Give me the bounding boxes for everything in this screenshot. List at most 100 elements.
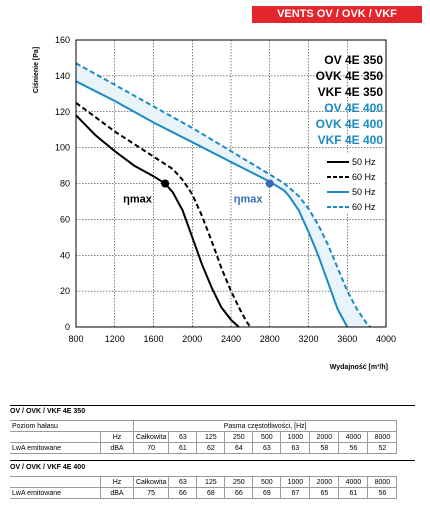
model-label-2: VKF 4E 350 bbox=[318, 85, 384, 99]
y-tick-label: 80 bbox=[60, 179, 70, 189]
value-1000: 63 bbox=[280, 442, 311, 454]
y-tick-label: 160 bbox=[55, 35, 70, 45]
brand-banner: VENTS OV / OVK / VKF bbox=[252, 6, 422, 23]
x-tick-label: 3200 bbox=[298, 334, 318, 344]
y-tick-label: 0 bbox=[65, 322, 70, 332]
freq-4000: 4000 bbox=[338, 431, 369, 443]
unit-label: dBA bbox=[100, 442, 134, 454]
noise-table-350: Poziom hałasu Pasma częstotliwości, [Hz]… bbox=[10, 420, 398, 454]
legend-label-0: 50 Hz bbox=[352, 157, 376, 167]
value-2000: 58 bbox=[309, 442, 340, 454]
x-tick-label: 4000 bbox=[376, 334, 396, 344]
value-63: 61 bbox=[168, 442, 198, 454]
freq-125: 125 bbox=[196, 431, 226, 443]
freq-1000: 1000 bbox=[280, 431, 311, 443]
eta-max-point-1 bbox=[265, 179, 274, 188]
y-tick-label: 60 bbox=[60, 214, 70, 224]
chart-shading bbox=[76, 63, 371, 327]
model-label-5: VKF 4E 400 bbox=[318, 133, 384, 147]
unit-label: dBA bbox=[100, 487, 134, 499]
value-2000: 65 bbox=[309, 487, 340, 499]
freq-63: 63 bbox=[168, 431, 198, 443]
chart-markers: ηmax ηmax bbox=[123, 179, 274, 206]
y-tick-label: 100 bbox=[55, 143, 70, 153]
series-line-1 bbox=[75, 101, 252, 328]
lwa-label: LwA emitowane bbox=[10, 487, 101, 499]
chart-series bbox=[75, 62, 372, 328]
x-tick-label: 1600 bbox=[143, 334, 163, 344]
range-shading bbox=[76, 63, 371, 327]
freq-8000: 8000 bbox=[367, 476, 398, 488]
table-400-title: OV / OVK / VKF 4E 400 bbox=[10, 464, 86, 471]
value-250: 66 bbox=[224, 487, 254, 499]
eta-max-point-0 bbox=[161, 179, 170, 188]
y-tick-label: 140 bbox=[55, 71, 70, 81]
value-125: 62 bbox=[196, 442, 226, 454]
x-tick-label: 800 bbox=[68, 334, 83, 344]
value-8000: 56 bbox=[367, 487, 398, 499]
x-tick-label: 3600 bbox=[337, 334, 357, 344]
freq-250: 250 bbox=[224, 431, 254, 443]
legend-label-3: 60 Hz bbox=[352, 202, 376, 212]
model-label-3: OV 4E 400 bbox=[324, 101, 383, 115]
total-value: 70 bbox=[132, 442, 170, 454]
freq-500: 500 bbox=[252, 476, 282, 488]
x-tick-labels: 800 1200 1600 2000 2400 2800 3200 3600 4000 bbox=[68, 334, 396, 344]
eta-max-label-1: ηmax bbox=[234, 194, 264, 206]
y-tick-label: 40 bbox=[60, 250, 70, 260]
plot-frame bbox=[75, 39, 387, 328]
noise-table-400: Hz Całkowita 63 125 250 500 1000 2000 40… bbox=[10, 476, 398, 499]
freq-125: 125 bbox=[196, 476, 226, 488]
model-labels: OV 4E 350 OVK 4E 350 VKF 4E 350 OV 4E 400 OV… bbox=[316, 53, 384, 147]
x-tick-label: 2800 bbox=[260, 334, 280, 344]
y-tick-label: 120 bbox=[55, 107, 70, 117]
model-label-1: OVK 4E 350 bbox=[316, 69, 384, 83]
series-line-3 bbox=[75, 62, 372, 328]
total-label: Całkowita bbox=[132, 476, 170, 488]
total-value: 75 bbox=[132, 487, 170, 499]
separator bbox=[10, 460, 415, 461]
value-125: 68 bbox=[196, 487, 226, 499]
value-250: 64 bbox=[224, 442, 254, 454]
value-63: 66 bbox=[168, 487, 198, 499]
y-tick-labels: 0 20 40 60 80 100 120 140 160 bbox=[55, 35, 70, 332]
value-8000: 52 bbox=[367, 442, 398, 454]
legend-label-1: 60 Hz bbox=[352, 172, 376, 182]
value-4000: 61 bbox=[338, 487, 369, 499]
series-line-0 bbox=[75, 114, 240, 328]
value-1000: 67 bbox=[280, 487, 311, 499]
model-label-0: OV 4E 350 bbox=[324, 53, 383, 67]
freq-500: 500 bbox=[252, 431, 282, 443]
value-500: 69 bbox=[252, 487, 282, 499]
value-4000: 56 bbox=[338, 442, 369, 454]
y-axis-label: Ciśnienie [Pa] bbox=[33, 47, 40, 93]
x-tick-label: 1200 bbox=[105, 334, 125, 344]
chart-legend: 50 Hz 60 Hz 50 Hz 60 Hz bbox=[320, 154, 384, 214]
freq-2000: 2000 bbox=[309, 476, 340, 488]
separator bbox=[10, 405, 415, 406]
freq-1000: 1000 bbox=[280, 476, 311, 488]
series-line-2 bbox=[75, 80, 349, 328]
x-tick-label: 2400 bbox=[221, 334, 241, 344]
hz-label: Hz bbox=[100, 431, 134, 443]
freq-2000: 2000 bbox=[309, 431, 340, 443]
x-tick-label: 2000 bbox=[182, 334, 202, 344]
eta-max-label-0: ηmax bbox=[123, 194, 153, 206]
hz-label: Hz bbox=[100, 476, 134, 488]
legend-box bbox=[320, 154, 384, 214]
model-label-4: OVK 4E 400 bbox=[316, 117, 384, 131]
table-350-title: OV / OVK / VKF 4E 350 bbox=[10, 408, 86, 415]
y-tick-label: 20 bbox=[60, 286, 70, 296]
noise-level-label: Poziom hałasu bbox=[10, 420, 134, 432]
total-label: Całkowita bbox=[132, 431, 170, 443]
x-axis-label: Wydajność [m³/h] bbox=[330, 364, 388, 371]
legend-label-2: 50 Hz bbox=[352, 187, 376, 197]
value-500: 63 bbox=[252, 442, 282, 454]
freq-63: 63 bbox=[168, 476, 198, 488]
freq-250: 250 bbox=[224, 476, 254, 488]
lwa-label: LwA emitowane bbox=[10, 442, 101, 454]
fan-performance-chart: ηmax ηmax 800 1200 1600 2000 2400 2800 3200 3600… bbox=[33, 35, 396, 371]
freq-4000: 4000 bbox=[338, 476, 369, 488]
band-label: Pasma częstotliwości, [Hz] bbox=[132, 420, 398, 432]
freq-8000: 8000 bbox=[367, 431, 398, 443]
